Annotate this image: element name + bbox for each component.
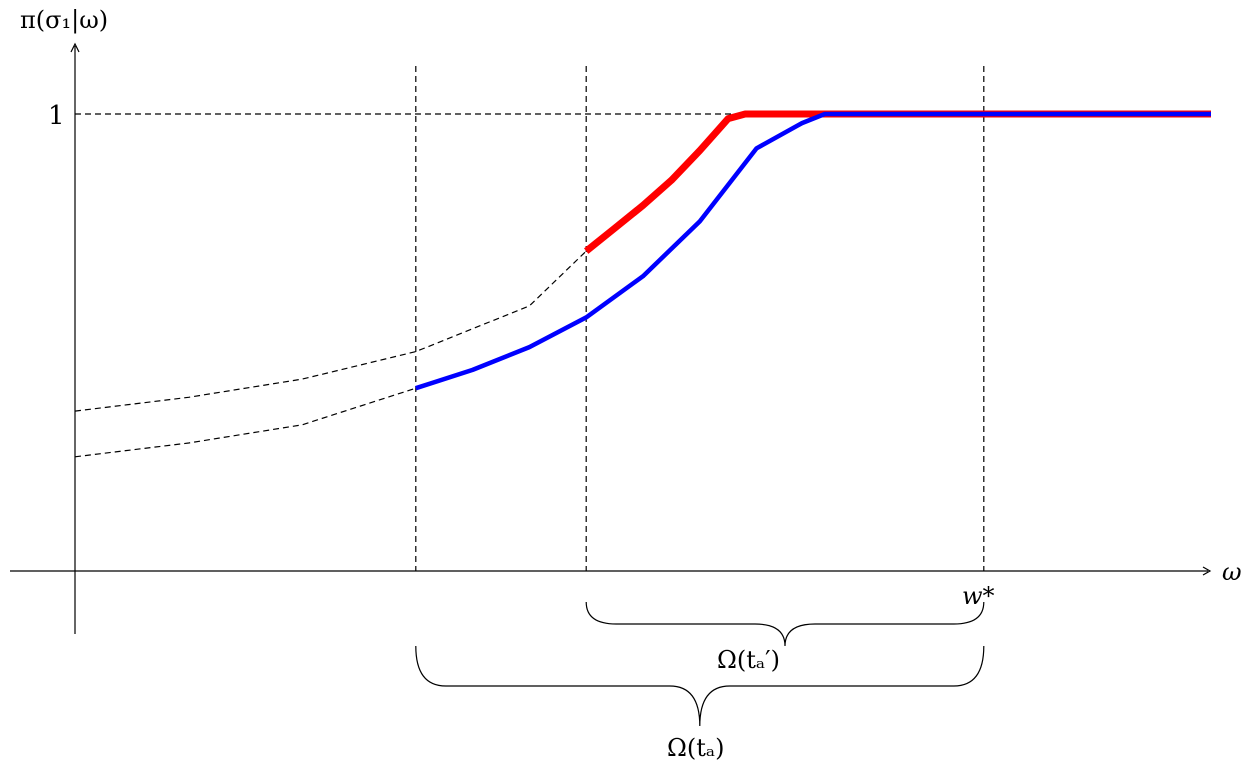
dashed-extension-2 <box>74 387 416 458</box>
x-axis-arrowhead <box>1202 566 1212 576</box>
dashed-extension-1 <box>74 250 587 412</box>
omega-ta-prime-label: Ω(tₐ′) <box>717 646 780 674</box>
braces <box>415 601 985 727</box>
omega-ta-label: Ω(tₐ) <box>667 734 725 762</box>
guide-lines <box>74 66 1208 571</box>
brace-omega-ta-prime <box>585 601 985 647</box>
brace-omega-ta <box>415 645 985 727</box>
w-star-label: w* <box>962 582 995 610</box>
y-axis-arrowhead <box>70 42 80 53</box>
x-axis-label: ω <box>1222 558 1242 586</box>
red-curve <box>584 110 1211 254</box>
y-tick-one: 1 <box>48 101 65 131</box>
axes <box>10 42 1212 634</box>
curves <box>415 110 1211 391</box>
blue-curve <box>415 111 1211 391</box>
y-axis-label: π(σ₁|ω) <box>20 6 108 35</box>
